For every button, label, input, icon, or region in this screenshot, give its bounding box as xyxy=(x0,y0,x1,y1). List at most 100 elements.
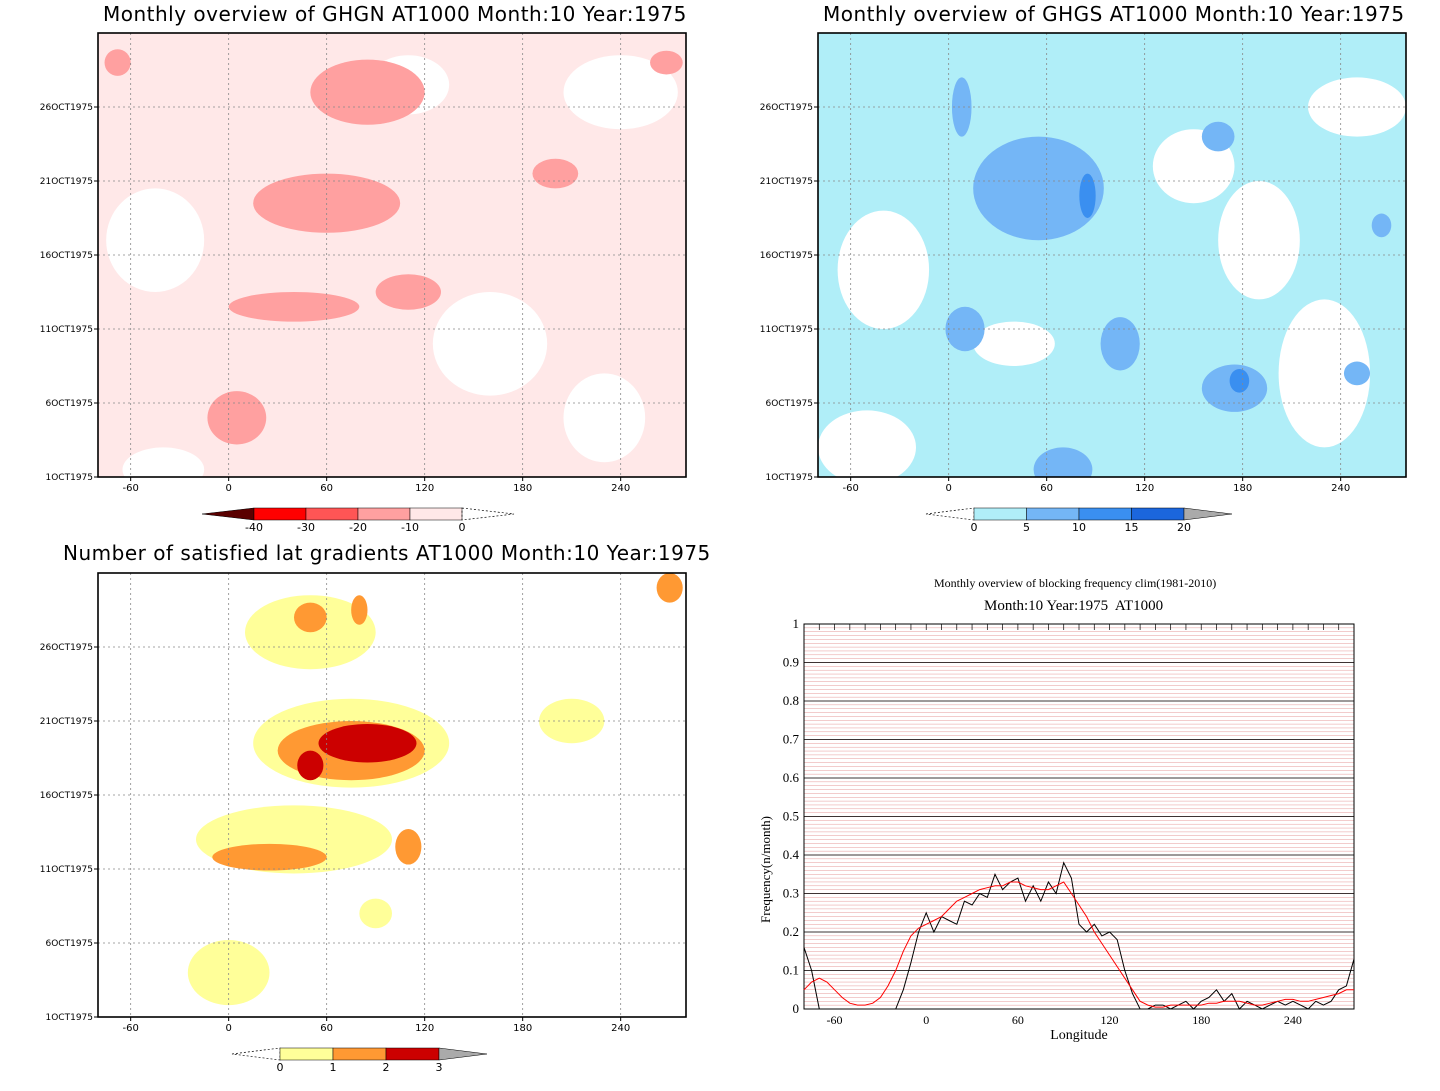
contour-blob xyxy=(318,723,417,763)
white-patch xyxy=(563,373,646,463)
y-tick-label: 6OCT1975 xyxy=(766,399,814,409)
y-tick-label: 0.2 xyxy=(783,924,799,939)
colorbar-label: 20 xyxy=(1177,521,1191,534)
y-tick-label: 26OCT1975 xyxy=(40,103,93,113)
colorbar-label: -30 xyxy=(297,521,315,534)
white-patch xyxy=(563,55,678,130)
colorbar: 0 1 2 3 xyxy=(231,1047,488,1074)
colorbar-arrow xyxy=(231,1047,281,1061)
contour-blob xyxy=(1371,213,1392,238)
colorbar-label: 2 xyxy=(383,1061,390,1074)
panel3-chart: -60 0 60 120 180 2401OCT19756OCT197511OCT1975… xyxy=(40,572,687,1074)
y-tick-label: 11OCT1975 xyxy=(40,865,93,875)
white-patch xyxy=(818,410,916,477)
x-tick-label: 180 xyxy=(513,1023,532,1034)
contour-blob xyxy=(104,49,131,76)
x-tick-label: 0 xyxy=(225,1023,231,1034)
contour-blob xyxy=(973,136,1104,241)
contour-blob xyxy=(656,573,683,603)
colorbar: 0 5 10 15 20 xyxy=(925,507,1233,534)
colorbar-arrow xyxy=(438,1047,488,1061)
colorbar-label: 10 xyxy=(1072,521,1086,534)
y-axis-label: Frequency(n/month) xyxy=(758,816,773,923)
y-tick-label: 6OCT1975 xyxy=(46,399,94,409)
panel1-title: Monthly overview of GHGN AT1000 Month:10… xyxy=(103,2,687,26)
panel4-subtitle: Month:10 Year:1975 AT1000 xyxy=(984,598,1164,614)
contour-blob xyxy=(297,750,324,781)
colorbar-label: 3 xyxy=(436,1061,443,1074)
white-patch xyxy=(1218,181,1300,300)
white-patch xyxy=(122,447,205,477)
y-tick-label: 16OCT1975 xyxy=(40,791,93,801)
x-tick-label: 240 xyxy=(611,483,630,494)
x-tick-label: 120 xyxy=(415,483,434,494)
panel2-chart: -60 0 60 120 180 240 1OCT1975 6OCT1975 11OCT1975… xyxy=(760,32,1407,534)
white-patch xyxy=(973,321,1055,366)
y-tick-label: 0.5 xyxy=(783,809,799,824)
x-tick-label: 0 xyxy=(923,1013,929,1027)
plot-frame xyxy=(803,623,1355,1010)
contour-blob xyxy=(212,843,327,871)
colorbar-label: 0 xyxy=(459,521,466,534)
x-tick-label: -60 xyxy=(122,483,138,494)
x-axis-label: Longitude xyxy=(1050,1028,1108,1043)
colorbar-label: 5 xyxy=(1023,521,1030,534)
y-tick-label: 0.3 xyxy=(783,886,799,901)
x-tick-label: 180 xyxy=(1192,1013,1210,1027)
contour-blob xyxy=(539,698,605,744)
white-patch xyxy=(1278,299,1371,448)
colorbar-label: -40 xyxy=(245,521,263,534)
colorbar-label: 1 xyxy=(330,1061,337,1074)
y-tick-label: 16OCT1975 xyxy=(40,251,93,261)
y-tick-label: 16OCT1975 xyxy=(760,251,813,261)
y-tick-label: 1 xyxy=(793,616,800,631)
colorbar-segment xyxy=(409,507,463,521)
panel1-chart: -60 0 60 120 180 240 1OCT1975 6OCT1975 11OCT1975… xyxy=(40,32,687,534)
contour-blob xyxy=(1100,317,1140,371)
x-tick-label: 240 xyxy=(1284,1013,1302,1027)
y-tick-label: 0.6 xyxy=(783,770,800,785)
x-tick-label: 120 xyxy=(1135,483,1154,494)
contour-blob xyxy=(310,59,425,125)
panel2-title: Monthly overview of GHGS AT1000 Month:10… xyxy=(823,2,1405,26)
y-tick-label: 26OCT1975 xyxy=(760,103,813,113)
x-tick-label: 180 xyxy=(1233,483,1252,494)
contour-blob xyxy=(294,602,327,633)
y-tick-label: 0.7 xyxy=(783,732,800,747)
x-tick-label: 0 xyxy=(225,483,231,494)
x-tick-label: 180 xyxy=(513,483,532,494)
y-tick-label: 21OCT1975 xyxy=(760,177,813,187)
y-tick-label: 0 xyxy=(793,1001,800,1016)
y-tick-label: 0.8 xyxy=(783,693,799,708)
x-tick-label: -60 xyxy=(842,483,858,494)
x-tick-label: 60 xyxy=(320,483,333,494)
y-tick-label: 26OCT1975 xyxy=(40,643,93,653)
colorbar: -40 -30 -20 -10 0 xyxy=(201,507,515,534)
series-line-0 xyxy=(803,861,1355,1010)
x-tick-label: 60 xyxy=(1012,1013,1024,1027)
y-tick-label: 0.4 xyxy=(783,847,800,862)
x-tick-label: -60 xyxy=(122,1023,138,1034)
x-tick-label: 120 xyxy=(1101,1013,1119,1027)
y-tick-label: 1OCT1975 xyxy=(46,1013,94,1023)
y-tick-label: 0.9 xyxy=(783,655,799,670)
colorbar-arrow xyxy=(925,507,975,521)
white-patch xyxy=(432,292,548,396)
series-line-1 xyxy=(803,881,1354,1008)
contour-blob xyxy=(1343,361,1371,386)
x-tick-label: 0 xyxy=(945,483,951,494)
y-tick-label: 21OCT1975 xyxy=(40,177,93,187)
panel4-title: Monthly overview of blocking frequency c… xyxy=(934,576,1217,590)
y-tick-label: 6OCT1975 xyxy=(46,939,94,949)
y-tick-label: 11OCT1975 xyxy=(40,325,93,335)
x-tick-label: 240 xyxy=(1331,483,1350,494)
white-patch xyxy=(837,210,930,329)
white-patch xyxy=(1308,77,1406,137)
contour-blob xyxy=(351,595,368,625)
contour-blob xyxy=(1229,368,1250,393)
y-tick-label: 21OCT1975 xyxy=(40,717,93,727)
y-tick-label: 11OCT1975 xyxy=(760,325,813,335)
contour-blob xyxy=(395,829,422,865)
contour-blob xyxy=(1201,121,1235,152)
